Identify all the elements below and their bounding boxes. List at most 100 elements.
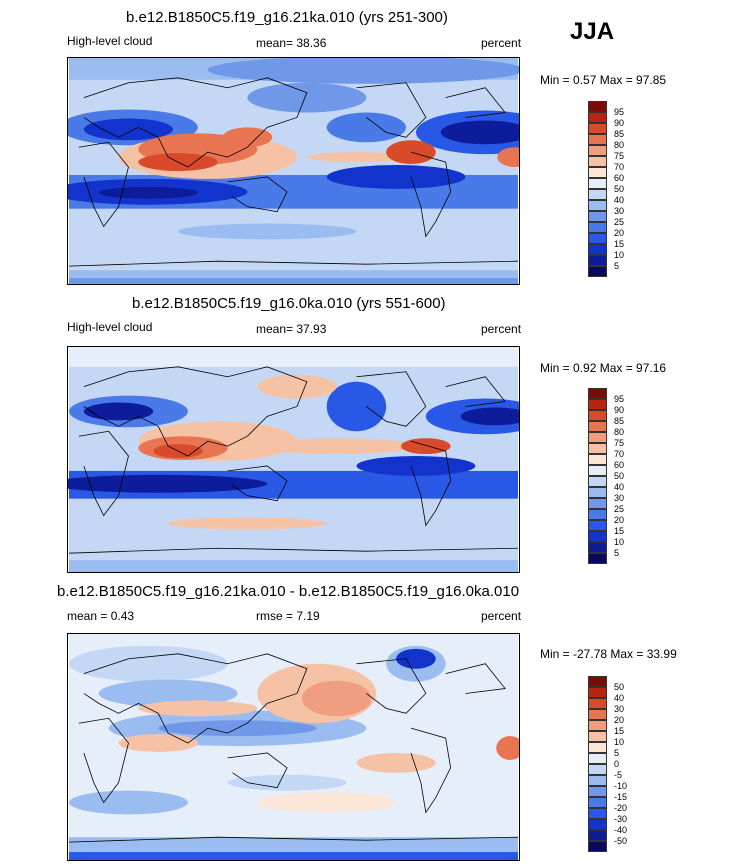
panel1-field	[68, 58, 519, 284]
panel2-minmax: Min = 0.92 Max = 97.16	[540, 361, 667, 375]
colorbar-level-label: 95	[614, 107, 625, 117]
colorbar-level-label: 30	[614, 206, 625, 216]
colorbar-swatch	[588, 742, 607, 753]
colorbar-level-label: 25	[614, 217, 625, 227]
colorbar-swatch	[588, 531, 607, 542]
colorbar-swatch	[588, 709, 607, 720]
colorbar-level-label: 40	[614, 195, 625, 205]
colorbar-level-label: 40	[614, 482, 625, 492]
colorbar-level-label: 25	[614, 504, 625, 514]
season-label: JJA	[570, 18, 615, 45]
colorbar-swatch	[588, 698, 607, 709]
coastlines	[68, 653, 519, 843]
colorbar-swatch	[588, 687, 607, 698]
colorbar-swatch	[588, 167, 607, 178]
colorbar-level-label: 90	[614, 118, 625, 128]
colorbar-level-label: 85	[614, 129, 625, 139]
panel1-title: b.e12.B1850C5.f19_g16.21ka.010 (yrs 251-…	[126, 9, 448, 26]
colorbar-swatch	[588, 786, 607, 797]
colorbar-swatch	[588, 200, 607, 211]
colorbar-swatch	[588, 211, 607, 222]
colorbar-level-label: -15	[614, 792, 628, 802]
colorbar-level-label: 70	[614, 449, 625, 459]
colorbar-swatch	[588, 841, 607, 852]
colorbar-level-label: 90	[614, 405, 625, 415]
colorbar-swatch	[588, 255, 607, 266]
colorbar-level-label: -10	[614, 781, 628, 791]
colorbar-level-label: 40	[614, 693, 625, 703]
colorbar-level-label: 20	[614, 515, 625, 525]
colorbar-level-label: 85	[614, 416, 625, 426]
coastlines	[68, 366, 519, 554]
colorbar-swatch	[588, 553, 607, 564]
panel3-mean-label: mean = 0.43	[67, 609, 135, 623]
colorbar-swatch	[588, 819, 607, 830]
colorbar-level-label: 80	[614, 427, 625, 437]
colorbar-swatch	[588, 156, 607, 167]
colorbar-level-label: 60	[614, 173, 625, 183]
colorbar-swatch	[588, 410, 607, 421]
colorbar-swatch	[588, 266, 607, 277]
colorbar-swatch	[588, 388, 607, 399]
colorbar-swatch	[588, 509, 607, 520]
colorbar-swatch	[588, 134, 607, 145]
panel2-title: b.e12.B1850C5.f19_g16.0ka.010 (yrs 551-6…	[132, 295, 446, 312]
panel2-field	[68, 347, 519, 572]
colorbar-level-label: 15	[614, 726, 625, 736]
colorbar-swatch	[588, 830, 607, 841]
colorbar-swatch	[588, 476, 607, 487]
colorbar-swatch	[588, 454, 607, 465]
panel3-rmse-label: rmse = 7.19	[256, 609, 320, 623]
colorbar-level-label: 80	[614, 140, 625, 150]
colorbar-swatch	[588, 498, 607, 509]
colorbar-level-label: 50	[614, 471, 625, 481]
panel1-minmax: Min = 0.57 Max = 97.85	[540, 73, 667, 87]
colorbar-swatch	[588, 520, 607, 531]
colorbar-level-label: 30	[614, 493, 625, 503]
colorbar-swatch	[588, 542, 607, 553]
colorbar-level-label: 95	[614, 394, 625, 404]
colorbar-swatch	[588, 112, 607, 123]
colorbar-level-label: 75	[614, 151, 625, 161]
panel3-minmax: Min = -27.78 Max = 33.99	[540, 647, 677, 661]
colorbar-level-label: 20	[614, 715, 625, 725]
colorbar-level-label: 5	[614, 548, 620, 558]
colorbar-swatch	[588, 443, 607, 454]
panel3-units: percent	[481, 609, 522, 623]
colorbar-swatch	[588, 178, 607, 189]
colorbar-swatch	[588, 720, 607, 731]
colorbar-level-label: -20	[614, 803, 628, 813]
colorbar-level-label: 0	[614, 759, 620, 769]
colorbar-swatch	[588, 487, 607, 498]
colorbar-level-label: 20	[614, 228, 625, 238]
colorbar-level-label: 10	[614, 737, 625, 747]
panel3-map	[67, 633, 520, 861]
colorbar-swatch	[588, 808, 607, 819]
colorbar-level-label: -30	[614, 814, 628, 824]
colorbar-swatch	[588, 775, 607, 786]
colorbar-swatch	[588, 189, 607, 200]
colorbar-swatch	[588, 676, 607, 687]
colorbar-swatch	[588, 244, 607, 255]
colorbar-level-label: -5	[614, 770, 623, 780]
panel2-map	[67, 346, 520, 573]
colorbar-level-label: 60	[614, 460, 625, 470]
colorbar-level-label: 50	[614, 184, 625, 194]
panel1-map	[67, 57, 520, 285]
colorbar-swatch	[588, 731, 607, 742]
colorbar-level-label: 5	[614, 261, 620, 271]
colorbar-level-label: 75	[614, 438, 625, 448]
colorbar-swatch	[588, 399, 607, 410]
colorbar-level-label: 50	[614, 682, 625, 692]
panel3-field	[68, 634, 519, 860]
colorbar-swatch	[588, 233, 607, 244]
colorbar-swatch	[588, 145, 607, 156]
colorbar-swatch	[588, 421, 607, 432]
colorbar-swatch	[588, 123, 607, 134]
colorbar-swatch	[588, 465, 607, 476]
colorbar-swatch	[588, 753, 607, 764]
panel1-units: percent	[481, 36, 522, 50]
colorbar-swatch	[588, 222, 607, 233]
colorbar-level-label: 10	[614, 537, 625, 547]
colorbar-level-label: 30	[614, 704, 625, 714]
